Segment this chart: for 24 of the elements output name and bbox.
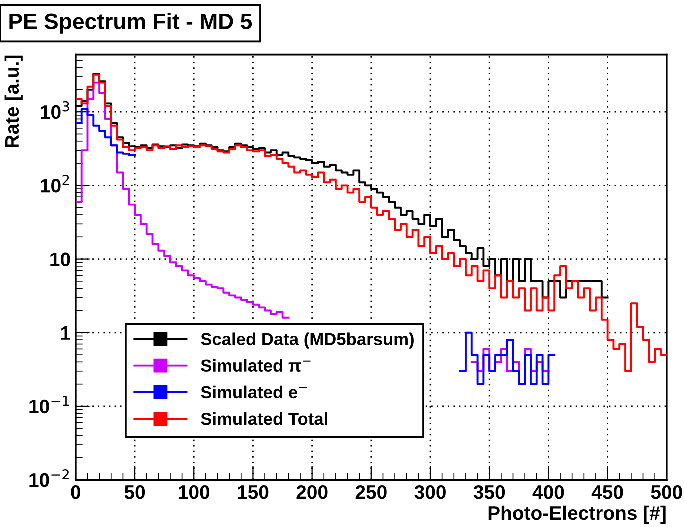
y-tick-label: 10$^{−2}$ — [30, 469, 69, 488]
legend-label: Simulated e$^{−}$ — [201, 386, 308, 399]
x-tick-label: 500 — [651, 485, 682, 500]
chart-title: PE Spectrum Fit - MD 5 — [10, 13, 252, 34]
x-tick-label: 0 — [71, 485, 81, 500]
y-tick-label: 10$^{2}$ — [41, 175, 70, 193]
x-tick-label: 250 — [356, 485, 387, 500]
x-tick-label: 100 — [179, 485, 210, 500]
x-tick-label: 300 — [414, 485, 446, 500]
x-axis-title: Photo-Electrons [#] — [488, 506, 666, 524]
y-tick-label: 10 — [50, 252, 70, 267]
x-tick-label: 50 — [124, 485, 146, 500]
x-tick-label: 200 — [296, 485, 328, 500]
x-tick-label: 450 — [592, 485, 624, 500]
y-axis-title: Rate [a.u.] — [4, 56, 23, 148]
x-tick-label: 350 — [474, 485, 506, 500]
legend-label: Simulated π$^{−}$ — [201, 359, 311, 372]
y-tick-label: 10$^{−1}$ — [30, 396, 70, 414]
x-tick-label: 150 — [238, 485, 269, 500]
y-tick-label: 10$^{3}$ — [41, 101, 70, 120]
x-tick-label: 400 — [532, 485, 564, 500]
legend-label: Scaled Data (MD5barsum) — [201, 332, 414, 349]
legend-label: Simulated Total — [201, 412, 328, 426]
y-tick-label: 1 — [61, 326, 71, 340]
